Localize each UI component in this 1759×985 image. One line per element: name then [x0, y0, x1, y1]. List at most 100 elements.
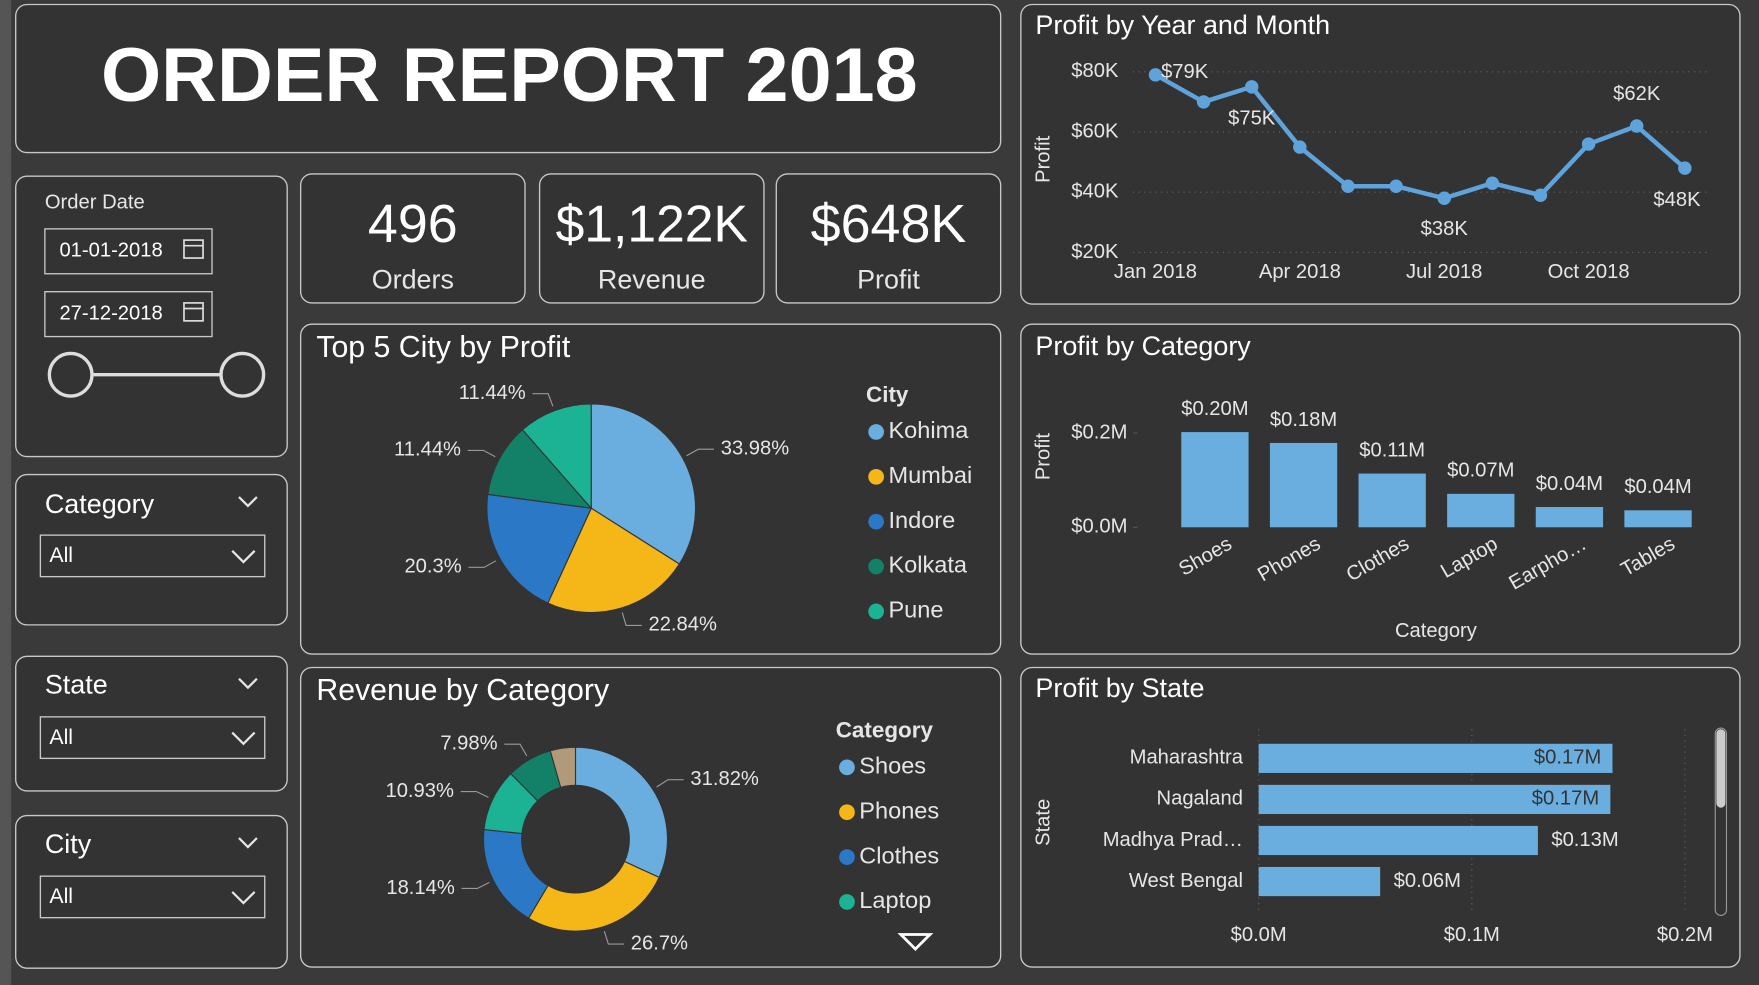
data-label: $0.06M [1394, 870, 1461, 892]
state-filter-panel [15, 655, 288, 792]
leader-line [532, 393, 554, 407]
leader-line [656, 779, 684, 788]
data-label: $0.04M [1624, 476, 1691, 498]
data-point [1533, 188, 1548, 202]
legend-label: Pune [888, 597, 943, 623]
dropdown-chevron[interactable] [231, 891, 256, 905]
kpi-value: $648K [811, 194, 967, 254]
x-tick-label: Apr 2018 [1259, 261, 1341, 283]
data-label: $0.18M [1270, 409, 1337, 431]
bar [1258, 743, 1613, 773]
data-label: 18.14% [386, 877, 455, 899]
kpi-card [775, 173, 1002, 304]
bar [1258, 825, 1538, 856]
legend-label: Phones [859, 797, 939, 823]
donut-slice [574, 746, 669, 879]
data-label: $0.20M [1181, 398, 1248, 420]
leader-line [603, 931, 625, 945]
leader-line [467, 449, 496, 458]
y-tick-label: $0.0M [1071, 516, 1127, 538]
chart-title: Top 5 City by Profit [316, 331, 571, 364]
y-tick-label: $0.2M [1071, 421, 1127, 443]
slider-handle-start[interactable] [47, 351, 94, 398]
donut-slice [527, 860, 660, 932]
kpi-value: 496 [368, 194, 458, 254]
x-tick-label: $0.1M [1444, 924, 1500, 946]
end-date: 27-12-2018 [59, 302, 162, 324]
x-tick-label: Oct 2018 [1548, 261, 1630, 283]
city-value: All [49, 884, 73, 908]
leader-line [468, 560, 497, 568]
data-label: $62K [1613, 83, 1661, 105]
legend-swatch [839, 804, 855, 821]
kpi-value: $1,122K [556, 194, 748, 252]
chart-title: Profit by Year and Month [1035, 10, 1330, 40]
legend-swatch [868, 424, 884, 440]
legend-label: Shoes [859, 753, 926, 779]
bar [1535, 507, 1604, 528]
data-point [1341, 179, 1355, 193]
city-filter-label: City [45, 829, 92, 859]
pie-slice [590, 403, 697, 565]
y-tick-label: Madhya Prad… [1103, 829, 1243, 851]
bar [1447, 493, 1515, 528]
legend-swatch [868, 603, 884, 620]
category-dropdown[interactable] [39, 534, 266, 578]
data-point [1678, 161, 1692, 175]
dropdown-chevron[interactable] [231, 550, 256, 564]
city-filter-panel [15, 814, 288, 969]
hbar-chart-panel [1020, 666, 1741, 968]
legend-swatch [868, 468, 884, 485]
bar [1269, 442, 1338, 528]
chart-title: Revenue by Category [316, 674, 610, 707]
pie-slice [547, 507, 681, 614]
donut-slice [549, 746, 577, 789]
x-tick-label: $0.2M [1657, 924, 1713, 946]
legend-label: Clothes [859, 842, 939, 868]
kpi-card [538, 173, 765, 304]
slider-handle-end[interactable] [219, 351, 266, 398]
data-point [1581, 137, 1596, 151]
data-label: $0.11M [1359, 439, 1425, 461]
header-panel [15, 3, 1002, 154]
scrollbar-thumb[interactable] [1716, 729, 1726, 808]
y-tick-label: Nagaland [1157, 788, 1243, 810]
collapse-chevron[interactable] [238, 837, 258, 849]
data-label: 20.3% [404, 556, 461, 578]
data-label: 11.44% [459, 382, 526, 404]
state-dropdown[interactable] [39, 716, 266, 760]
start-date-input[interactable] [44, 228, 213, 275]
data-point [1629, 119, 1644, 133]
bar [1258, 866, 1381, 897]
legend-scroll-arrow[interactable] [897, 933, 934, 952]
data-point [1389, 179, 1403, 193]
collapse-chevron[interactable] [238, 677, 258, 690]
data-label: 26.7% [631, 932, 688, 954]
y-tick-label: $40K [1071, 181, 1119, 203]
y-axis-label: Profit [1033, 135, 1055, 183]
data-label: $0.13M [1551, 829, 1618, 851]
data-label: $79K [1161, 61, 1209, 83]
kpi-card [299, 173, 526, 304]
kpi-label: Orders [372, 265, 454, 295]
y-tick-label: $60K [1071, 120, 1119, 142]
data-label: $0.17M [1534, 747, 1601, 769]
scrollbar-track[interactable] [1714, 727, 1728, 916]
legend-label: Mumbai [888, 462, 972, 488]
y-tick-label: West Bengal [1129, 870, 1243, 892]
data-point [1293, 140, 1307, 154]
data-point [1148, 68, 1163, 82]
legend-swatch [868, 558, 884, 575]
calendar-icon[interactable] [183, 302, 204, 322]
city-dropdown[interactable] [39, 875, 266, 919]
data-point [1196, 95, 1211, 109]
legend-swatch [839, 894, 855, 910]
end-date-input[interactable] [44, 291, 213, 338]
data-label: 31.82% [690, 768, 759, 790]
collapse-chevron[interactable] [238, 496, 258, 508]
y-tick-label: $20K [1071, 241, 1119, 263]
calendar-icon[interactable] [183, 239, 204, 259]
data-label: $0.07M [1447, 460, 1514, 482]
dropdown-chevron[interactable] [231, 731, 256, 746]
